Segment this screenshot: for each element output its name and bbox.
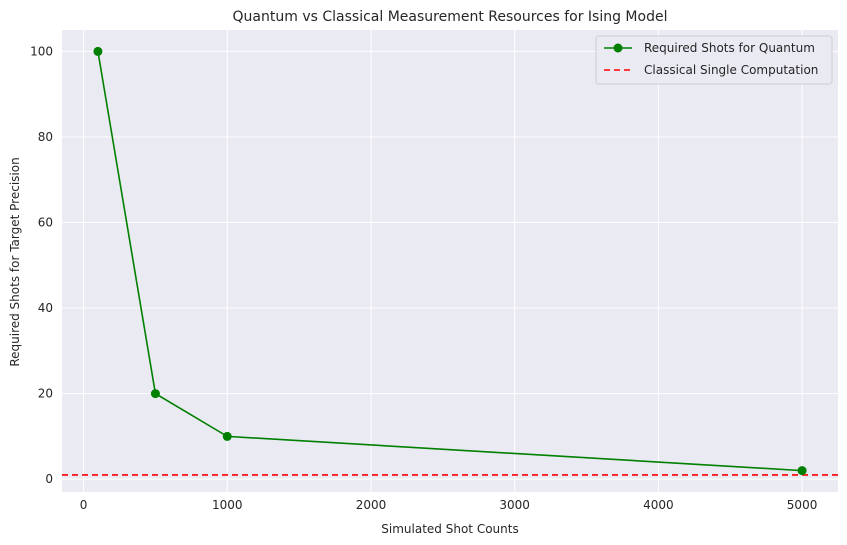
quantum-series-line — [97, 51, 803, 472]
x-tick-label: 4000 — [643, 498, 674, 512]
legend-classical-label: Classical Single Computation — [644, 63, 818, 77]
y-tick-label: 0 — [45, 472, 53, 486]
quantum-data-point — [222, 431, 232, 441]
chart-title: Quantum vs Classical Measurement Resourc… — [233, 9, 668, 25]
grid — [62, 30, 838, 492]
x-tick-label: 3000 — [499, 498, 530, 512]
y-tick-label: 40 — [38, 301, 53, 315]
y-tick-label: 20 — [38, 387, 53, 401]
x-axis-label: Simulated Shot Counts — [381, 522, 518, 536]
x-tick-label: 0 — [80, 498, 88, 512]
y-tick-label: 100 — [30, 44, 53, 58]
legend: Required Shots for Quantum Classical Sin… — [595, 35, 833, 85]
x-tick-label: 1000 — [212, 498, 243, 512]
y-tick-label: 60 — [38, 216, 53, 230]
tick-labels: 0 1000 2000 3000 4000 5000 0 20 40 60 80 100 — [30, 44, 817, 512]
quantum-data-point — [150, 389, 160, 399]
series-layer — [62, 46, 838, 476]
quantum-data-point — [797, 466, 807, 476]
y-tick-label: 80 — [38, 130, 53, 144]
x-tick-label: 2000 — [356, 498, 387, 512]
x-tick-label: 5000 — [787, 498, 818, 512]
plot-background — [62, 30, 838, 492]
legend-quantum-label: Required Shots for Quantum — [644, 41, 815, 55]
legend-quantum-marker — [613, 43, 623, 53]
legend-box — [595, 35, 833, 85]
y-axis-label: Required Shots for Target Precision — [8, 157, 22, 366]
quantum-data-point — [93, 46, 103, 56]
